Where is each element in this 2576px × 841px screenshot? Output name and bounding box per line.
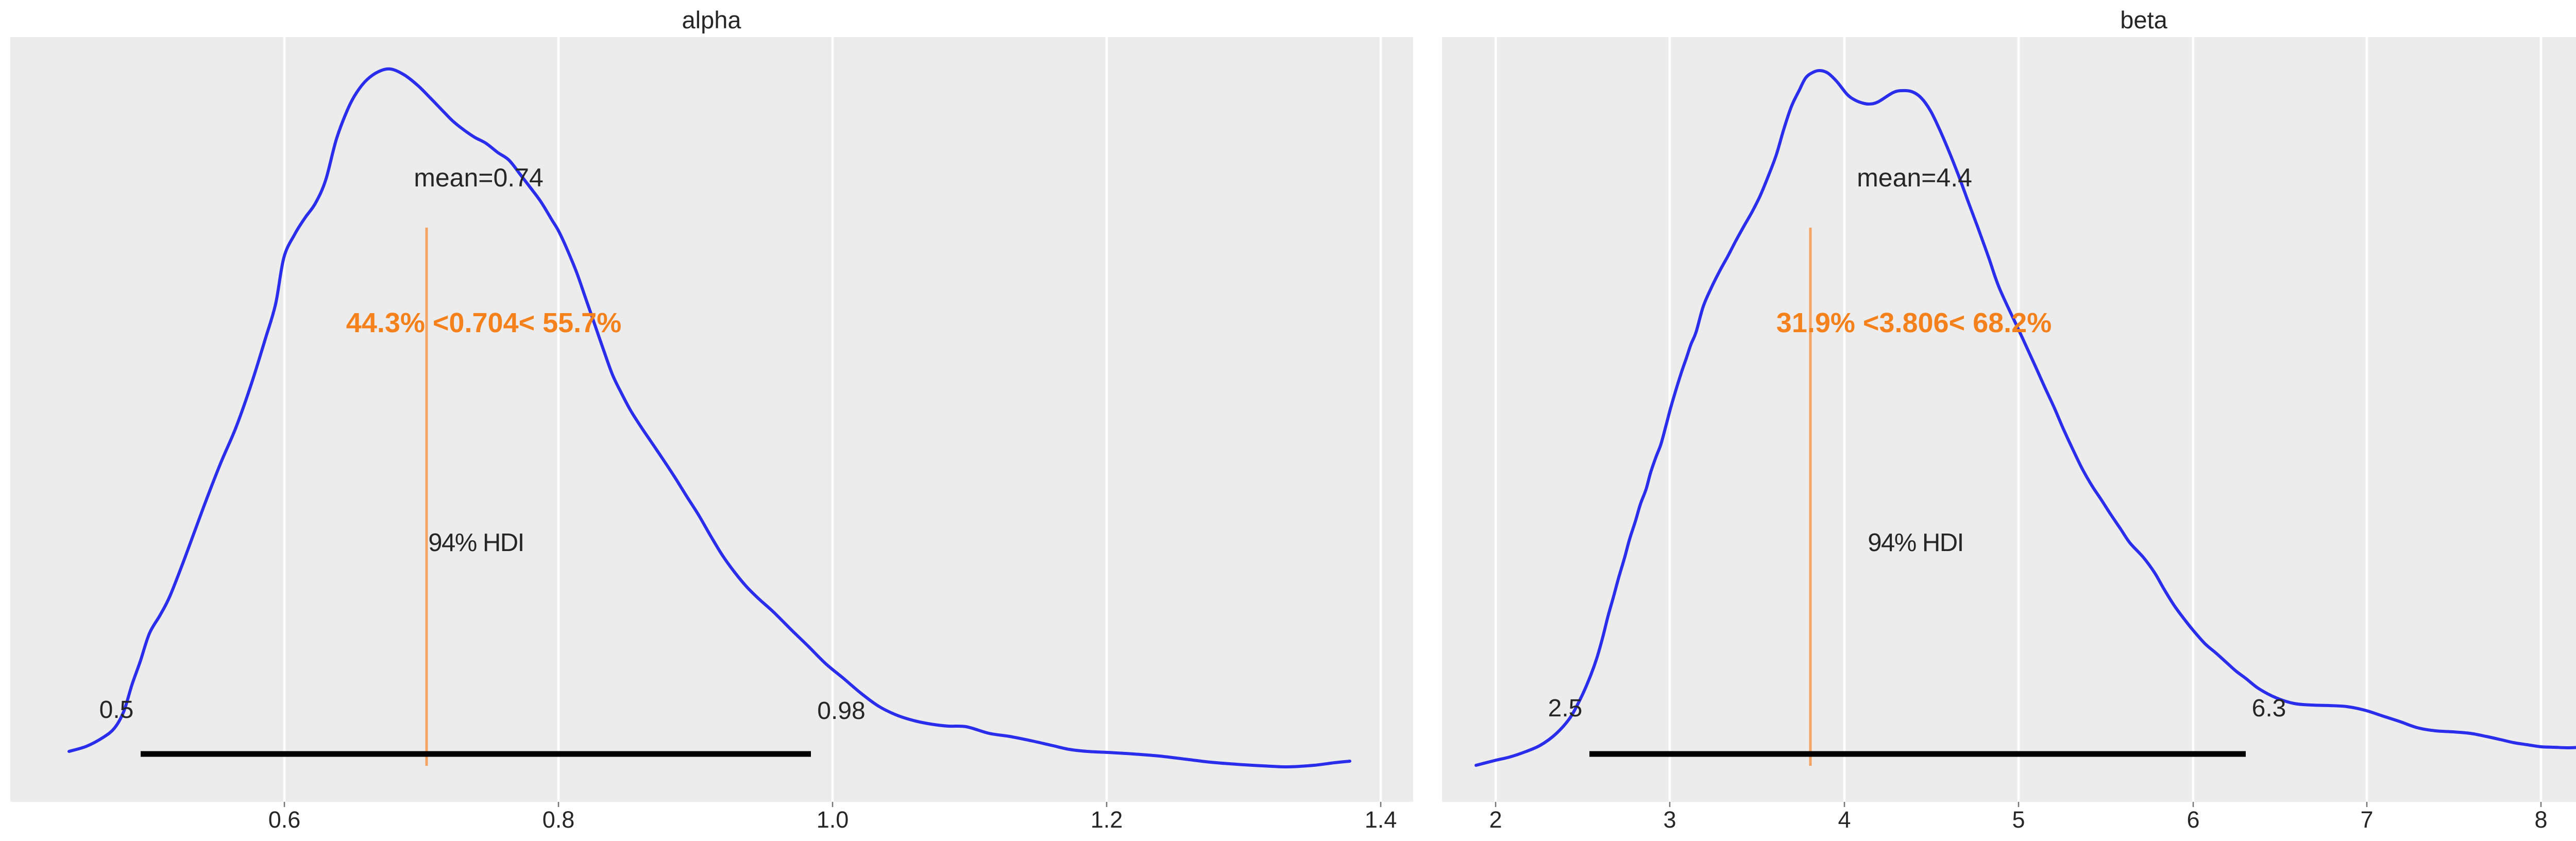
svg-text:alpha: alpha bbox=[682, 6, 742, 33]
svg-text:2: 2 bbox=[1489, 806, 1502, 833]
svg-text:31.9% <3.806< 68.2%: 31.9% <3.806< 68.2% bbox=[1776, 307, 2052, 338]
svg-text:6.3: 6.3 bbox=[2252, 695, 2286, 722]
svg-text:8: 8 bbox=[2534, 806, 2547, 833]
svg-text:1.2: 1.2 bbox=[1091, 806, 1123, 833]
svg-text:0.8: 0.8 bbox=[543, 806, 575, 833]
svg-text:44.3% <0.704< 55.7%: 44.3% <0.704< 55.7% bbox=[346, 307, 621, 338]
svg-text:mean=0.74: mean=0.74 bbox=[414, 163, 544, 192]
svg-text:3: 3 bbox=[1663, 806, 1676, 833]
svg-text:2.5: 2.5 bbox=[1548, 695, 1583, 722]
svg-text:94% HDI: 94% HDI bbox=[1868, 529, 1963, 557]
svg-text:0.6: 0.6 bbox=[268, 806, 301, 833]
svg-text:7: 7 bbox=[2360, 806, 2373, 833]
svg-text:mean=4.4: mean=4.4 bbox=[1857, 163, 1972, 192]
svg-text:1.0: 1.0 bbox=[817, 806, 849, 833]
svg-text:0.98: 0.98 bbox=[817, 697, 865, 725]
svg-text:1.4: 1.4 bbox=[1365, 806, 1397, 833]
svg-text:0.5: 0.5 bbox=[99, 696, 134, 724]
svg-text:6: 6 bbox=[2187, 806, 2199, 833]
svg-text:4: 4 bbox=[1838, 806, 1851, 833]
svg-text:5: 5 bbox=[2012, 806, 2025, 833]
svg-text:94% HDI: 94% HDI bbox=[428, 529, 524, 557]
svg-text:beta: beta bbox=[2120, 6, 2167, 33]
